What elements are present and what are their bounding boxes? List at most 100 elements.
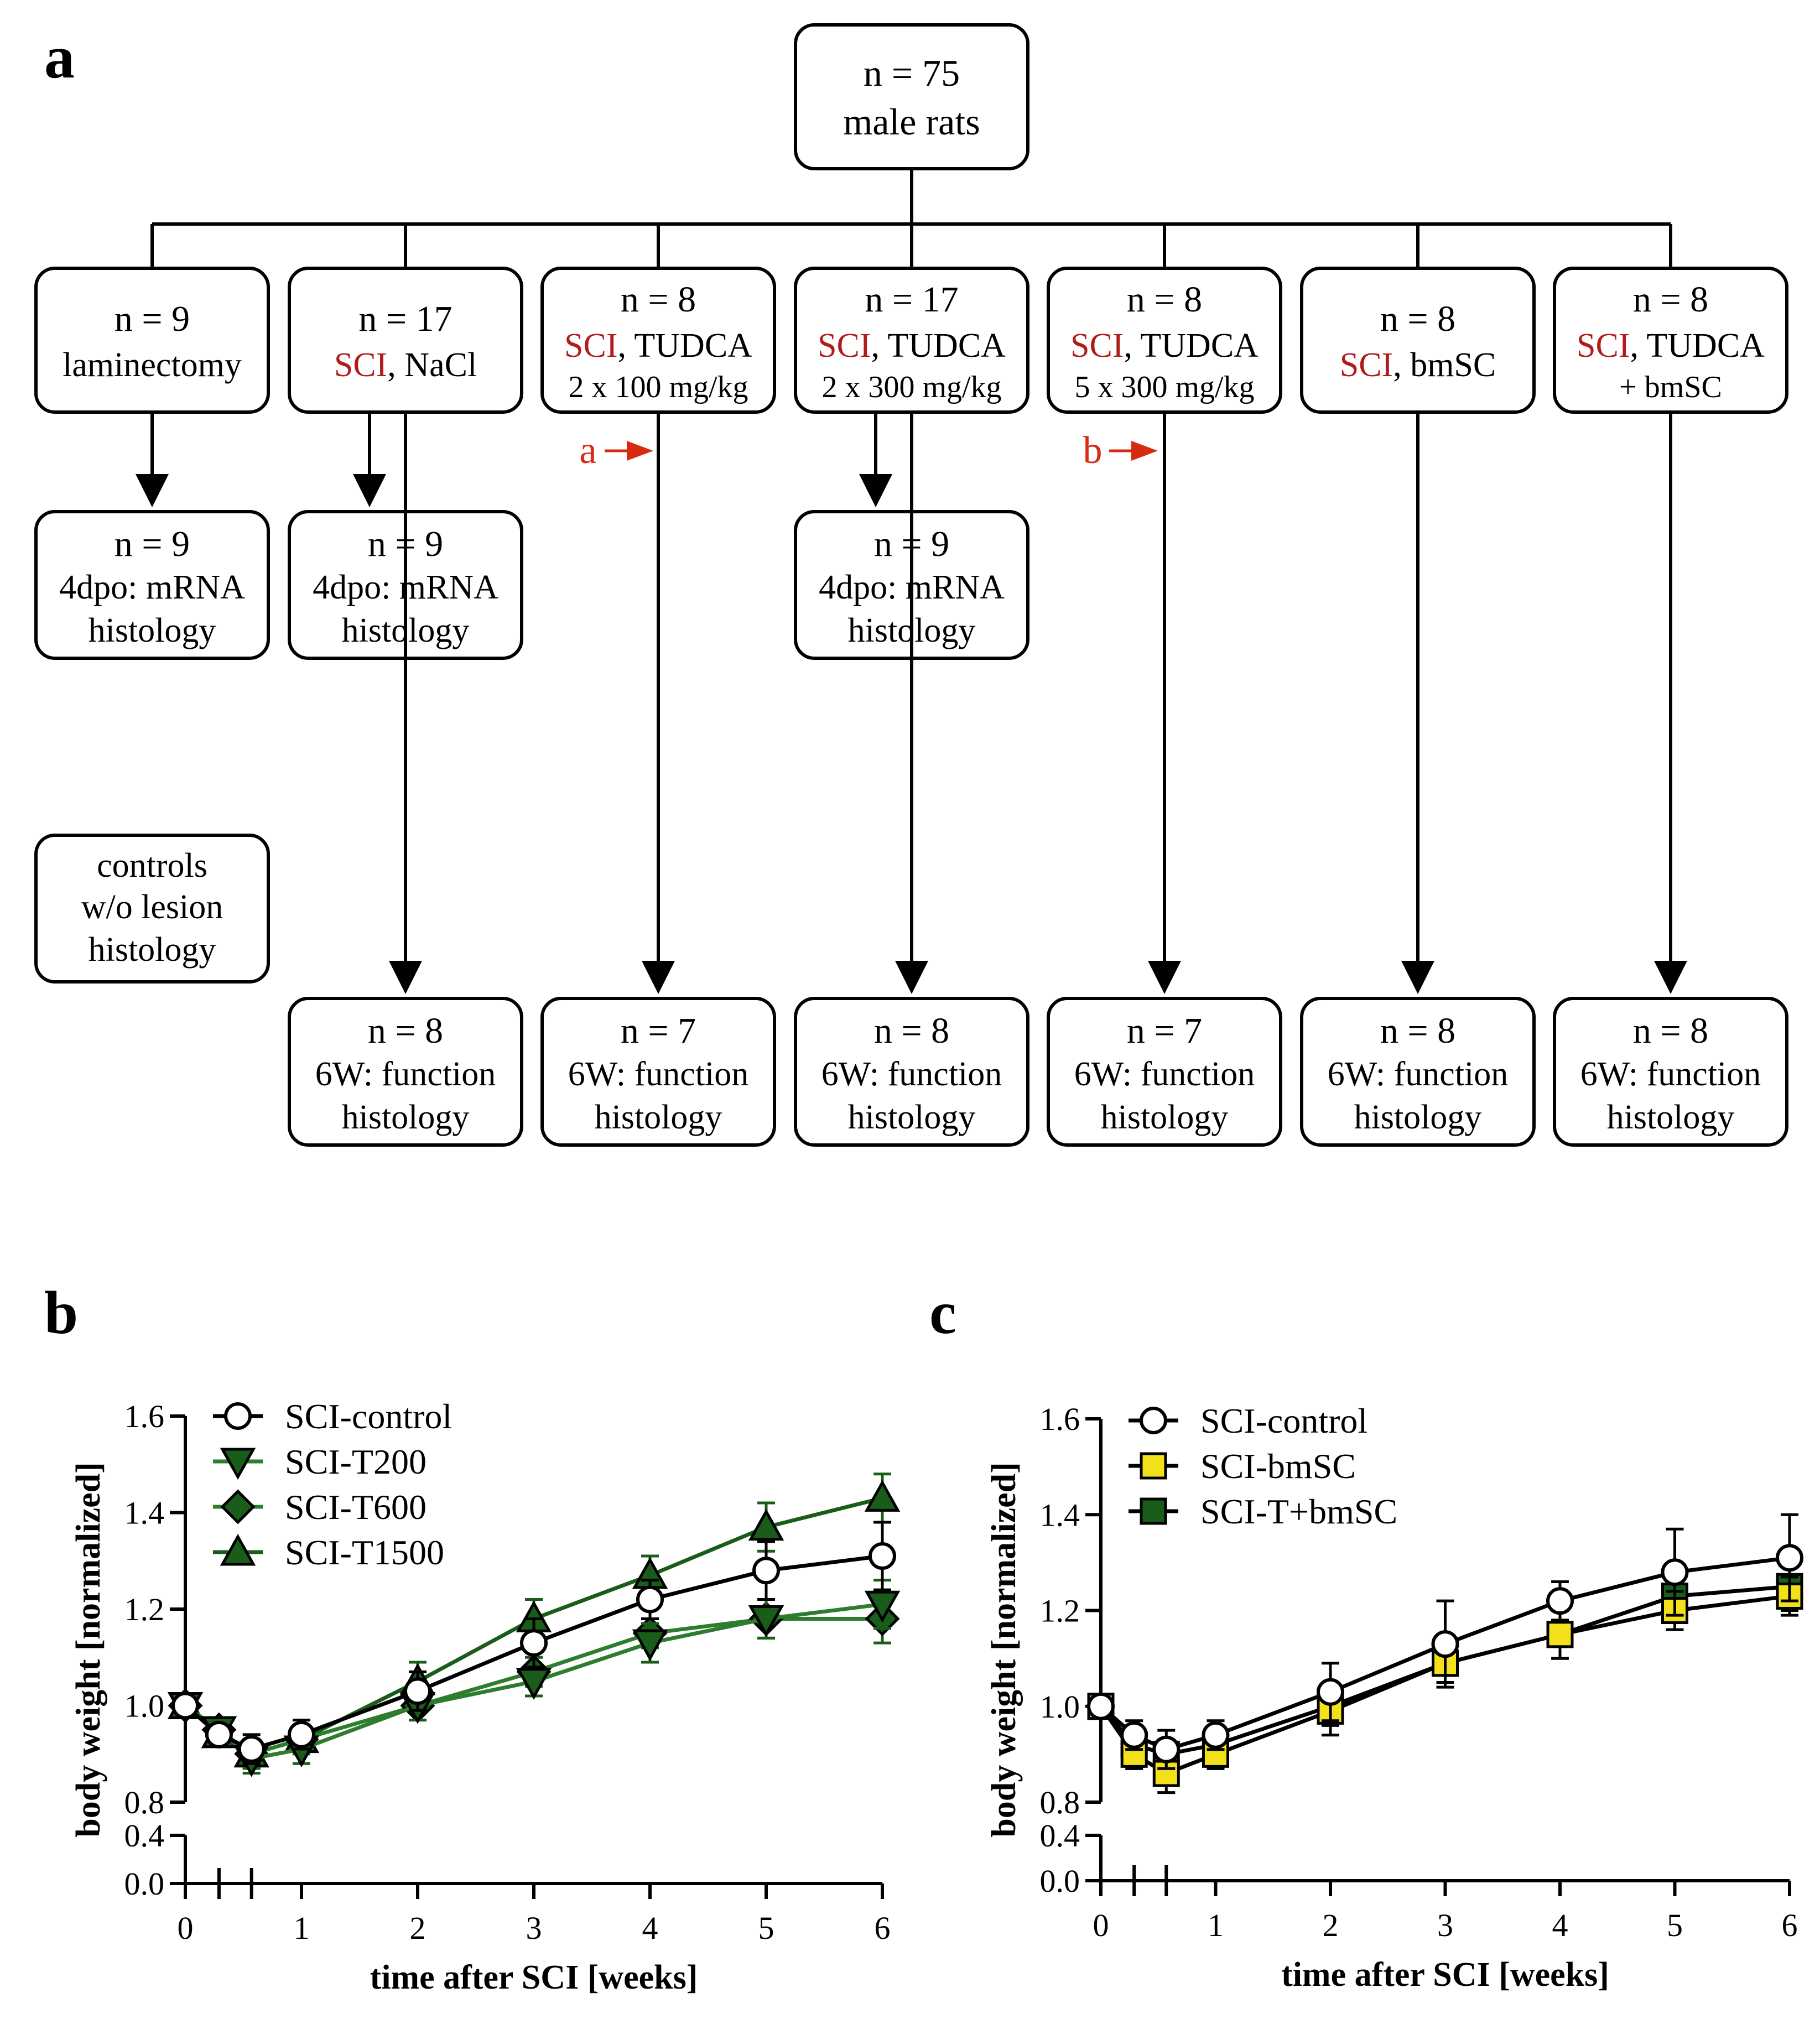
group-dose-4: 5 x 300 mg/kg [1074, 370, 1254, 404]
data-point-SCI-control [1317, 1678, 1344, 1706]
group-treatment-1: SCI, NaCl [334, 346, 477, 384]
legend-marker [220, 1448, 256, 1480]
x-tick-label: 4 [642, 1910, 658, 1946]
sci-label: SCI [818, 327, 871, 365]
sci-label: SCI [564, 327, 617, 365]
controls-box [34, 834, 270, 984]
data-point-SCI-control [1546, 1587, 1574, 1615]
marker-b-letter: b [1083, 429, 1103, 472]
x-tick-label: 3 [1437, 1907, 1453, 1943]
bottom-count-0: n = 8 [368, 1011, 443, 1051]
legend-marker [220, 1489, 256, 1524]
x-tick-label: 2 [1323, 1907, 1339, 1943]
y-tick-label: 0.4 [124, 1818, 165, 1854]
legend-label: SCI-T600 [285, 1487, 427, 1527]
data-point-SCI-control [520, 1629, 548, 1657]
legend-marker [224, 1402, 252, 1430]
group-treatment-5: SCI, bmSC [1340, 346, 1496, 384]
group-count-5: n = 8 [1380, 299, 1455, 339]
chart-b: 0.8 1.0 1.2 1.4 1.6 0.0 0.4 0 1 2 3 4 5 6 time after S… [70, 1397, 901, 1996]
controls-line1: controls [97, 847, 207, 884]
data-point-SCI-control [1202, 1721, 1230, 1749]
data-point-SCI-T1500 [748, 1508, 784, 1541]
controls-line3: histology [89, 931, 216, 969]
group-box-5 [1300, 267, 1536, 414]
mid-line3-0: histology [89, 612, 216, 649]
y-tick-label: 1.0 [124, 1688, 165, 1724]
data-point-SCI-control [1087, 1692, 1115, 1720]
legend-label: SCI-bmSC [1200, 1446, 1356, 1486]
y-axis-label: body weight [normalized] [985, 1462, 1023, 1838]
bottom-box-0 [288, 997, 523, 1147]
data-point-SCI-control [205, 1720, 233, 1749]
group-treatment-0: laminectomy [63, 346, 242, 384]
data-point-SCI-T1500 [864, 1480, 901, 1512]
data-point-SCI-T200 [748, 1605, 784, 1637]
group-treatment-3: SCI, TUDCA [818, 327, 1006, 365]
y-tick-label: 1.4 [1040, 1497, 1080, 1533]
bottom-box-3 [1047, 997, 1282, 1147]
panel-c-letter: c [929, 1279, 956, 1346]
bottom-line3-1: histology [595, 1099, 722, 1136]
y-tick-label: 0.8 [1040, 1784, 1080, 1820]
group-dose-6: + bmSC [1619, 370, 1722, 404]
marker-a-letter: a [579, 429, 596, 472]
treatment-label: , TUDCA [1630, 327, 1765, 365]
x-tick-label: 3 [526, 1910, 542, 1946]
y-axis-label: body weight [normalized] [70, 1462, 107, 1838]
flow-diagram: n = 75 male rats n = 9 laminectomy n = 17 SCI… [34, 23, 1788, 1147]
data-point-SCI-control [1152, 1735, 1181, 1763]
sci-label: SCI [1577, 327, 1630, 365]
root-box [794, 23, 1029, 170]
treatment-label: , TUDCA [1124, 327, 1259, 365]
data-point-SCI-control [171, 1692, 199, 1720]
marker-b-head [1131, 441, 1158, 461]
legend-label: SCI-T+bmSC [1200, 1492, 1397, 1531]
bottom-line3-2: histology [848, 1099, 976, 1136]
group-box-0 [34, 267, 270, 414]
group-count-3: n = 17 [865, 279, 958, 320]
group-count-6: n = 8 [1633, 279, 1708, 320]
group-box-1 [288, 267, 523, 414]
data-point-SCI-control [752, 1557, 780, 1585]
bottom-count-1: n = 7 [621, 1011, 696, 1051]
data-point-SCI-control [1776, 1544, 1803, 1572]
x-tick-label: 0 [1093, 1907, 1109, 1943]
y-tick-label: 1.6 [124, 1398, 165, 1434]
data-point-SCI-bmSC [1152, 1760, 1180, 1787]
data-point-SCI-control [404, 1677, 431, 1705]
y-tick-label: 0.8 [124, 1784, 165, 1820]
data-point-SCI-control [1661, 1558, 1689, 1586]
x-tick-label: 5 [1667, 1907, 1683, 1943]
y-tick-label: 1.2 [1040, 1593, 1080, 1629]
x-axis-label: time after SCI [weeks] [370, 1959, 698, 1996]
y-tick-label: 0.4 [1040, 1818, 1080, 1854]
root-line1: n = 75 [864, 52, 960, 94]
data-point-SCI-control [1120, 1721, 1148, 1749]
bottom-line2-4: 6W: function [1328, 1055, 1509, 1093]
data-point-SCI-T200 [516, 1668, 552, 1700]
bottom-line2-0: 6W: function [315, 1055, 496, 1093]
sci-label: SCI [334, 346, 387, 384]
bottom-count-3: n = 7 [1127, 1011, 1202, 1051]
legend-marker [220, 1533, 256, 1566]
data-point-SCI-control [237, 1735, 266, 1763]
x-tick-label: 1 [1208, 1907, 1224, 1943]
y-tick-label: 0.0 [124, 1866, 165, 1902]
legend-label: SCI-control [285, 1397, 452, 1436]
treatment-label: , NaCl [387, 346, 477, 384]
treatment-label: , bmSC [1393, 346, 1496, 384]
bottom-line2-5: 6W: function [1580, 1055, 1761, 1093]
group-dose-3: 2 x 300 mg/kg [821, 370, 1001, 404]
group-count-1: n = 17 [358, 299, 452, 339]
controls-line2: w/o lesion [81, 888, 223, 926]
y-tick-label: 1.4 [124, 1495, 165, 1531]
legend-marker [1140, 1497, 1167, 1525]
data-point-SCI-control [288, 1720, 315, 1749]
x-tick-label: 6 [875, 1910, 891, 1946]
group-count-2: n = 8 [621, 279, 696, 320]
bottom-line3-3: histology [1101, 1099, 1229, 1136]
group-count-0: n = 9 [115, 299, 190, 339]
data-point-SCI-T200 [864, 1590, 901, 1623]
bottom-box-2 [794, 997, 1029, 1147]
